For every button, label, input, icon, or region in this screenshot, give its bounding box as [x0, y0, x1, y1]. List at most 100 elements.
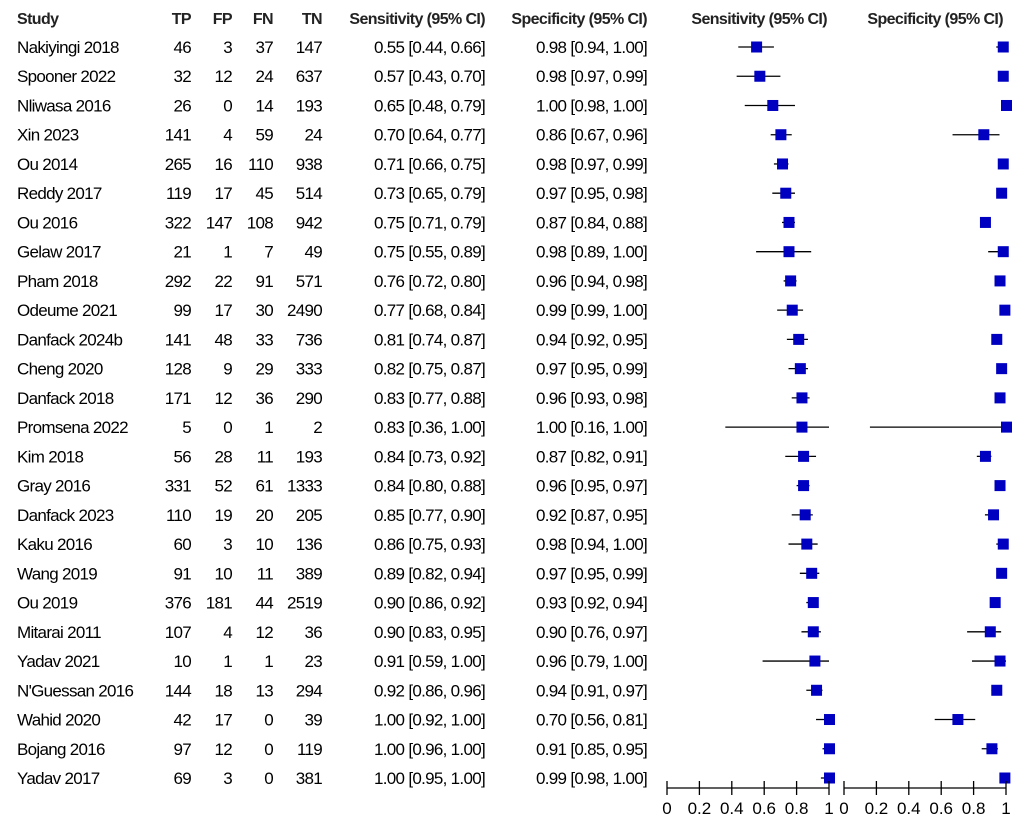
table-cell-tp: 144	[165, 681, 192, 700]
table-cell-spec: 0.93 [0.92, 0.94]	[536, 594, 647, 613]
table-cell-fp: 147	[206, 213, 233, 232]
point-marker-sens	[806, 567, 818, 579]
table-cell-sens: 0.70 [0.64, 0.77]	[374, 126, 485, 145]
plot-title: Specificity (95% CI)	[867, 11, 1003, 28]
table-cell-sens: 0.76 [0.72, 0.80]	[374, 272, 485, 291]
table-cell-tn: 2490	[287, 301, 322, 320]
x-tick-label: 0.4	[897, 799, 921, 818]
table-cell-spec: 0.94 [0.91, 0.97]	[536, 681, 647, 700]
table-cell-tp: 141	[165, 126, 192, 145]
table-cell-spec: 0.87 [0.82, 0.91]	[536, 447, 647, 466]
table-cell-study: Spooner 2022	[17, 67, 116, 86]
table-cell-study: Danfack 2018	[17, 389, 114, 408]
table-cell-tp: 322	[165, 213, 192, 232]
point-marker-spec	[986, 743, 998, 755]
table-cell-fp: 0	[223, 418, 232, 437]
table-cell-study: Promsena 2022	[17, 418, 128, 437]
point-marker-sens	[783, 246, 795, 258]
point-marker-sens	[801, 538, 813, 550]
table-cell-fp: 18	[214, 681, 232, 700]
table-cell-fn: 1	[264, 652, 273, 671]
table-cell-fp: 17	[214, 301, 232, 320]
table-cell-tp: 119	[166, 184, 191, 203]
table-cell-tp: 110	[166, 506, 191, 525]
table-cell-tp: 376	[165, 594, 192, 613]
point-marker-spec	[984, 626, 996, 638]
column-header: TP	[172, 11, 192, 28]
table-cell-tp: 171	[165, 389, 192, 408]
table-cell-tn: 49	[304, 243, 322, 262]
table-cell-study: Ou 2016	[17, 213, 78, 232]
x-tick-label: 0	[662, 799, 671, 818]
table-cell-tn: 205	[296, 506, 323, 525]
table-cell-fp: 28	[214, 447, 232, 466]
table-cell-fp: 181	[206, 594, 233, 613]
table-cell-sens: 0.86 [0.75, 0.93]	[374, 535, 485, 554]
table-cell-sens: 0.75 [0.71, 0.79]	[374, 213, 485, 232]
column-header: FP	[213, 11, 233, 28]
table-cell-tn: 938	[296, 155, 323, 174]
point-marker-spec	[979, 216, 991, 228]
table-cell-study: Wang 2019	[17, 564, 97, 583]
point-marker-spec	[991, 333, 1003, 345]
table-cell-sens: 0.77 [0.68, 0.84]	[374, 301, 485, 320]
table-cell-tp: 32	[173, 67, 191, 86]
table-cell-study: Odeume 2021	[17, 301, 117, 320]
table-cell-fn: 0	[264, 769, 273, 788]
table-cell-spec: 0.94 [0.92, 0.95]	[536, 330, 647, 349]
table-cell-tp: 26	[173, 96, 191, 115]
table-cell-study: Reddy 2017	[17, 184, 102, 203]
table-cell-tn: 333	[296, 360, 323, 379]
table-cell-study: Ou 2014	[17, 155, 78, 174]
point-marker-sens	[798, 480, 810, 492]
table-cell-fp: 22	[214, 272, 232, 291]
point-marker-sens	[777, 158, 789, 170]
table-cell-tn: 381	[296, 769, 323, 788]
table-cell-fn: 108	[247, 213, 274, 232]
table-cell-fn: 33	[255, 330, 273, 349]
table-cell-spec: 0.96 [0.95, 0.97]	[536, 477, 647, 496]
point-marker-sens	[824, 743, 835, 755]
table-cell-fp: 9	[223, 360, 232, 379]
point-marker-sens	[794, 363, 806, 375]
point-marker-spec	[994, 275, 1006, 287]
table-cell-study: Yadav 2021	[17, 652, 100, 671]
table-cell-tp: 56	[173, 447, 191, 466]
table-cell-sens: 0.71 [0.66, 0.75]	[374, 155, 485, 174]
x-tick-label: 0.2	[865, 799, 889, 818]
table-cell-fn: 10	[255, 535, 273, 554]
point-marker-sens	[793, 333, 805, 345]
table-cell-fp: 4	[223, 126, 232, 145]
table-cell-spec: 1.00 [0.98, 1.00]	[536, 96, 647, 115]
point-marker-sens	[754, 70, 766, 82]
point-marker-spec	[988, 509, 1000, 521]
table-cell-study: Bojang 2016	[17, 740, 105, 759]
table-cell-tp: 42	[173, 711, 191, 730]
point-marker-spec	[1001, 99, 1012, 111]
point-marker-sens	[783, 216, 795, 228]
table-cell-fn: 30	[255, 301, 273, 320]
table-cell-tp: 265	[165, 155, 192, 174]
table-cell-spec: 0.97 [0.95, 0.99]	[536, 564, 647, 583]
table-cell-tn: 736	[296, 330, 323, 349]
table-cell-study: N'Guessan 2016	[17, 681, 134, 700]
table-cell-fp: 12	[214, 389, 232, 408]
point-marker-spec	[997, 70, 1009, 82]
table-cell-fn: 91	[255, 272, 273, 291]
table-cell-tp: 5	[182, 418, 191, 437]
table-cell-sens: 0.83 [0.77, 0.88]	[374, 389, 485, 408]
table-cell-tn: 290	[296, 389, 323, 408]
table-cell-sens: 1.00 [0.95, 1.00]	[374, 769, 485, 788]
table-cell-sens: 1.00 [0.92, 1.00]	[374, 711, 485, 730]
table-cell-fp: 17	[214, 184, 232, 203]
table-cell-fp: 4	[223, 623, 232, 642]
table-cell-fn: 24	[255, 67, 273, 86]
table-cell-fp: 3	[223, 38, 232, 57]
table-cell-fn: 59	[255, 126, 273, 145]
table-cell-sens: 0.89 [0.82, 0.94]	[374, 564, 485, 583]
plot-title: Sensitivity (95% CI)	[691, 11, 827, 28]
table-cell-spec: 0.96 [0.93, 0.98]	[536, 389, 647, 408]
point-marker-spec	[994, 480, 1006, 492]
point-marker-sens	[751, 41, 763, 53]
table-cell-tn: 39	[304, 711, 322, 730]
